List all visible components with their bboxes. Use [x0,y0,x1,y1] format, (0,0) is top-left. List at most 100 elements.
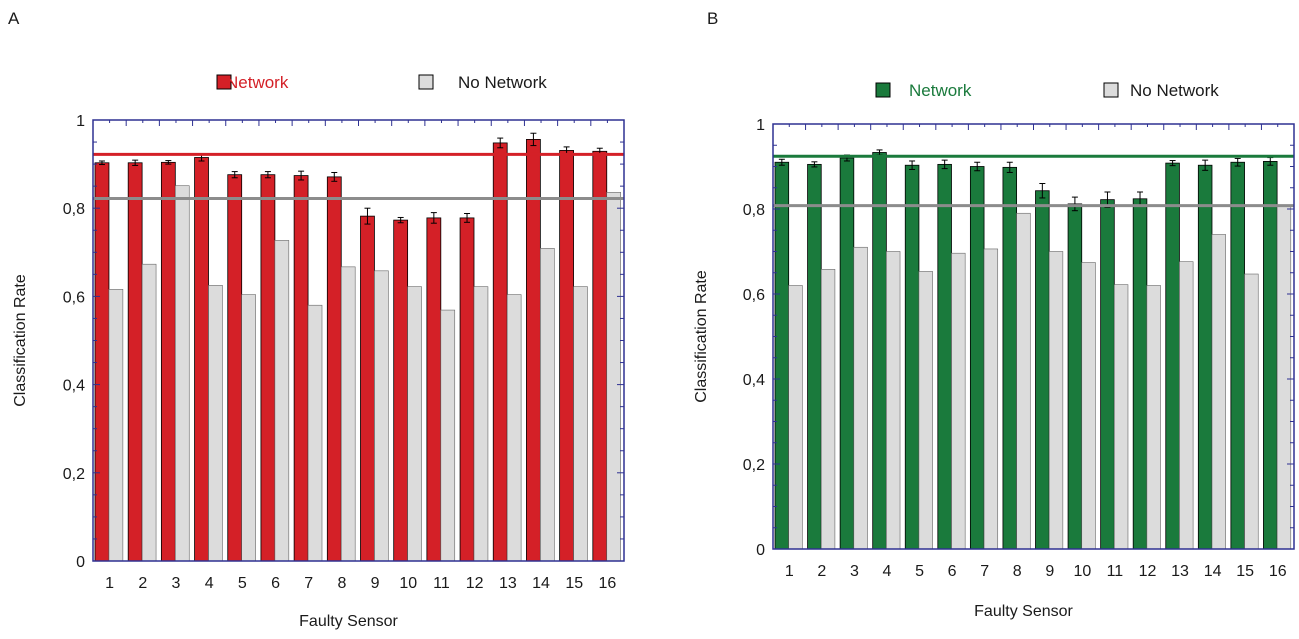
axis-ticks [772,123,1295,550]
bar-no-network [274,240,290,562]
x-tick-label: 11 [1107,563,1124,580]
bar-no-network [820,269,836,550]
bar-network [326,176,342,562]
bar-network [1132,198,1148,550]
y-tick-label: 0,8 [63,201,85,218]
x-axis-title: Faulty Sensor [299,613,398,630]
bar-network [293,175,309,562]
bar-no-network [606,192,621,562]
bar-no-network [983,248,999,550]
bar-network [839,157,855,550]
legend: Network No Network [875,81,1219,100]
y-tick-label: 1 [76,113,85,130]
y-tick-label: 0,6 [63,289,85,306]
x-tick-label: 15 [1236,563,1254,580]
bar-network [1035,190,1050,550]
x-tick-label: 5 [915,563,924,580]
bar-no-network [788,285,803,550]
bar-no-network [540,248,555,562]
legend: Network No Network [216,73,547,92]
y-tick-label: 0,4 [743,372,765,389]
legend-label-no-network: No Network [1130,81,1219,100]
legend-label-no-network: No Network [458,73,547,92]
bar-no-network [340,266,356,562]
x-tick-label: 5 [238,575,247,592]
bar-no-network [918,271,933,550]
bar-network [360,215,375,562]
bar-no-network [473,286,489,562]
x-tick-label: 10 [1073,563,1091,580]
bar-no-network [573,286,588,562]
bar-network [94,162,110,562]
bar-network [260,174,276,562]
bar-network [459,217,475,562]
bar-no-network [1211,234,1226,550]
bar-network [160,161,176,562]
y-tick-label: 0,2 [63,466,85,483]
bar-no-network [951,252,966,550]
x-tick-label: 16 [599,575,617,592]
bar-no-network [1114,284,1129,550]
x-tick-label: 15 [565,575,583,592]
bar-network [426,217,442,562]
legend-swatch-no-network [1103,82,1119,98]
bar-no-network [307,304,323,562]
bar-no-network [241,294,256,562]
bar-network [937,163,952,550]
x-tick-label: 3 [172,575,181,592]
bar-network [492,142,508,562]
x-tick-label: 4 [205,575,214,592]
bar-no-network [1179,261,1194,550]
y-tick-label: 0 [756,542,765,559]
x-tick-label: 9 [1045,563,1054,580]
bar-no-network [175,185,190,562]
x-tick-label: 8 [337,575,346,592]
bar-no-network [1276,205,1292,550]
y-axis-title: Classification Rate [12,274,29,407]
bar-no-network [141,263,157,562]
bar-no-network [1146,285,1161,550]
bar-network [1002,166,1018,550]
panel-letter: B [707,9,718,28]
x-tick-label: 3 [850,563,859,580]
bar-network [807,163,822,550]
x-tick-label: 2 [138,575,147,592]
x-tick-label: 4 [883,563,892,580]
y-tick-label: 0,2 [743,457,765,474]
legend-label-network: Network [909,81,972,100]
bars [94,132,621,562]
bar-no-network [440,309,456,562]
bar-no-network [108,289,124,562]
y-tick-label: 0,8 [743,202,765,219]
bar-network [227,174,243,562]
bar-no-network [1048,251,1064,550]
x-tick-label: 10 [399,575,417,592]
x-tick-label: 13 [499,575,517,592]
x-tick-label: 16 [1269,563,1287,580]
bar-network [526,139,541,562]
x-tick-label: 1 [105,575,114,592]
bar-no-network [506,294,522,562]
x-tick-label: 1 [785,563,794,580]
y-axis-title: Classification Rate [693,270,710,403]
bar-no-network [208,285,223,562]
legend-swatch-no-network [418,74,434,90]
bar-network [592,150,608,562]
x-tick-label: 2 [817,563,826,580]
panel-letter: A [8,9,20,28]
bar-network [1197,164,1213,550]
x-tick-label: 6 [948,563,957,580]
bar-network [1100,199,1115,550]
x-tick-label: 13 [1171,563,1189,580]
bar-no-network [407,286,422,562]
bar-network [393,219,409,562]
x-tick-label: 7 [980,563,989,580]
legend-swatch-network [875,82,891,98]
bar-no-network [1081,262,1096,550]
bar-network [1263,160,1278,550]
bar-no-network [1244,273,1259,550]
bar-network [969,166,985,550]
bar-network [904,164,920,550]
